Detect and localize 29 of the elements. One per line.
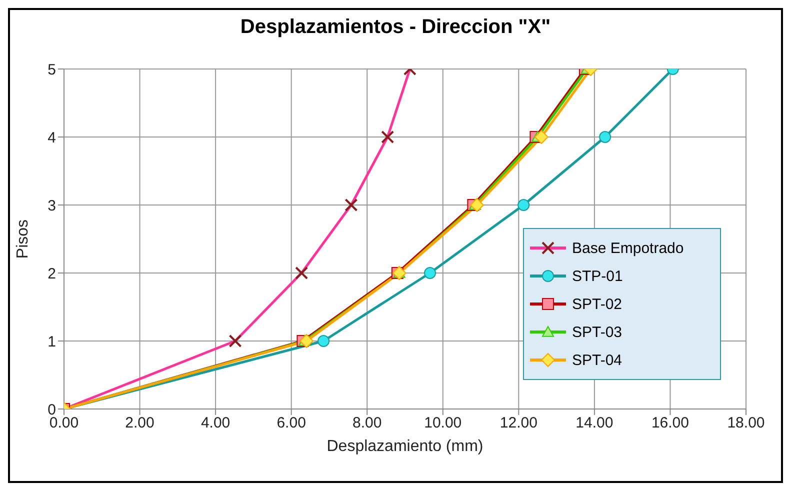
y-tick-label: 5 [48, 61, 56, 78]
chart-title: Desplazamientos - Direccion "X" [239, 16, 552, 39]
x-tick-label: 10.00 [424, 414, 462, 432]
x-tick-label: 8.00 [352, 414, 382, 432]
legend-label: STP-01 [572, 268, 623, 284]
x-tick-label: 18.00 [727, 414, 765, 432]
y-axis-title: Pisos [14, 219, 32, 259]
legend-label: SPT-02 [572, 296, 622, 312]
point [518, 199, 530, 211]
y-tick-label: 3 [48, 197, 56, 214]
y-tick-label: 2 [48, 265, 56, 282]
x-tick-label: 14.00 [576, 414, 614, 432]
legend-label: SPT-03 [572, 324, 622, 340]
x-axis-title: Desplazamiento (mm) [326, 438, 484, 455]
point [534, 130, 548, 144]
point [299, 334, 314, 348]
legend-label: Base Empotrado [572, 240, 684, 256]
point [424, 267, 436, 279]
legend-label: SPT-04 [572, 352, 622, 368]
x-tick-label: 6.00 [276, 414, 306, 432]
x-tick-label: 16.00 [651, 414, 689, 432]
x-tick-label: 12.00 [500, 414, 538, 432]
y-tick-label: 1 [48, 333, 56, 350]
point [318, 335, 330, 347]
y-tick-label: 4 [48, 129, 56, 146]
x-tick-label: 4.00 [200, 414, 230, 432]
x-tick-label: 2.00 [125, 414, 154, 432]
point [599, 131, 612, 143]
point [470, 198, 484, 212]
